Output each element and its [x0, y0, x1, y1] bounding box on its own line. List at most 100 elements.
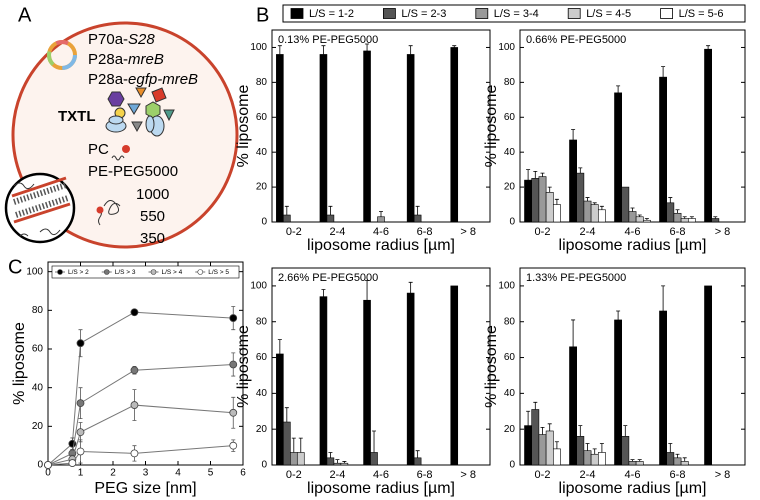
- y-axis-label: % liposome: [235, 325, 252, 408]
- x-tick-label: 6-8: [670, 226, 686, 238]
- bar: [628, 461, 637, 466]
- panel-annotation: 2.66% PE-PEG5000: [278, 272, 378, 284]
- bar: [370, 452, 378, 466]
- x-tick-label: 0: [45, 468, 51, 479]
- error-bar: [540, 172, 545, 177]
- error-bar: [616, 85, 621, 93]
- error-bar: [328, 452, 333, 458]
- plasmid-label: P28a-egfp-mreB: [88, 71, 198, 88]
- legend-label: L/S = 5-6: [679, 8, 724, 20]
- legend-marker: [103, 269, 110, 275]
- legend-label: L/S = 3-4: [494, 8, 539, 20]
- error-bar: [689, 216, 694, 219]
- error-bar: [554, 441, 559, 449]
- bar: [413, 214, 422, 223]
- lipid-head: [122, 145, 130, 153]
- error-bar: [630, 459, 635, 462]
- x-axis-label: liposome radius [µm]: [307, 480, 455, 497]
- peg-size: 350: [140, 230, 165, 247]
- error-bar: [578, 425, 583, 437]
- bar: [340, 462, 349, 466]
- error-bar: [372, 430, 377, 453]
- membrane-inset: [4, 172, 76, 244]
- txtl-label: TXTL: [58, 108, 96, 125]
- bar: [276, 353, 284, 466]
- y-tick-label: 40: [32, 382, 44, 393]
- bar: [363, 50, 371, 223]
- bar: [680, 218, 689, 223]
- bar: [621, 186, 630, 223]
- data-point: [76, 447, 85, 456]
- bar: [552, 448, 561, 466]
- x-axis-label: PEG size [nm]: [94, 480, 196, 497]
- y-tick-label: 20: [504, 424, 516, 435]
- data-point: [130, 449, 139, 458]
- panel-label: C: [8, 256, 22, 278]
- y-tick-label: 60: [504, 352, 516, 363]
- x-tick-label: 6-8: [670, 469, 686, 481]
- error-bar: [616, 310, 621, 320]
- x-tick-label: 4-6: [625, 469, 641, 481]
- x-tick-label: 2-4: [580, 226, 596, 238]
- data-point: [229, 314, 238, 322]
- error-bar: [277, 339, 282, 354]
- peg-size: 1000: [136, 186, 169, 203]
- x-tick-label: > 8: [460, 226, 476, 238]
- error-bar: [526, 169, 531, 181]
- y-tick-label: 60: [256, 352, 268, 363]
- x-tick-label: 1: [78, 468, 84, 479]
- bar: [704, 48, 712, 223]
- x-tick-label: 4-6: [373, 469, 389, 481]
- legend-frame: [282, 4, 746, 23]
- x-tick-label: > 8: [460, 469, 476, 481]
- x-tick-label: 2-4: [329, 226, 345, 238]
- bar: [545, 192, 554, 223]
- promoter: P28a-: [88, 71, 128, 88]
- bar: [635, 461, 644, 466]
- error-bar: [291, 437, 296, 453]
- y-tick-label: 20: [256, 182, 268, 193]
- bar: [569, 346, 577, 466]
- bar: [276, 54, 284, 223]
- plasmid: [47, 40, 77, 70]
- bar: [673, 457, 682, 466]
- bar: [450, 47, 459, 223]
- bar: [704, 285, 712, 466]
- error-bar: [342, 461, 347, 464]
- y-tick-label: 0: [261, 217, 267, 228]
- error-bar: [592, 448, 597, 455]
- y-tick-label: 60: [256, 112, 268, 123]
- bar: [597, 452, 606, 466]
- panel-annotation: 0.66% PE-PEG5000: [526, 34, 626, 46]
- legend-swatch: [475, 8, 489, 19]
- error-bar: [533, 170, 538, 179]
- error-bar: [585, 197, 590, 202]
- x-tick-label: > 8: [715, 226, 731, 238]
- promoter: P70a-: [88, 31, 128, 48]
- error-bar: [365, 43, 370, 51]
- panel-label: A: [18, 4, 32, 26]
- bar: [545, 430, 554, 466]
- error-bar: [668, 197, 673, 203]
- error-bar: [554, 198, 559, 205]
- legend-swatch: [382, 8, 396, 19]
- x-tick-label: 0-2: [286, 226, 302, 238]
- peg-lipid-icon: [96, 200, 121, 226]
- data-point: [68, 459, 77, 467]
- error-bar: [284, 407, 289, 423]
- x-tick-label: 6: [240, 468, 246, 479]
- error-bar: [321, 289, 326, 297]
- x-tick-label: > 8: [715, 469, 731, 481]
- bar: [666, 202, 675, 223]
- error-bar: [644, 218, 649, 221]
- bar: [450, 285, 459, 466]
- error-bar: [571, 129, 576, 140]
- legend-swatch: [567, 8, 581, 19]
- bar: [614, 92, 622, 223]
- bar: [326, 457, 335, 466]
- y-tick-label: 100: [26, 266, 43, 277]
- y-tick-label: 100: [250, 281, 267, 292]
- bar: [590, 204, 599, 223]
- legend-swatch: [290, 8, 304, 19]
